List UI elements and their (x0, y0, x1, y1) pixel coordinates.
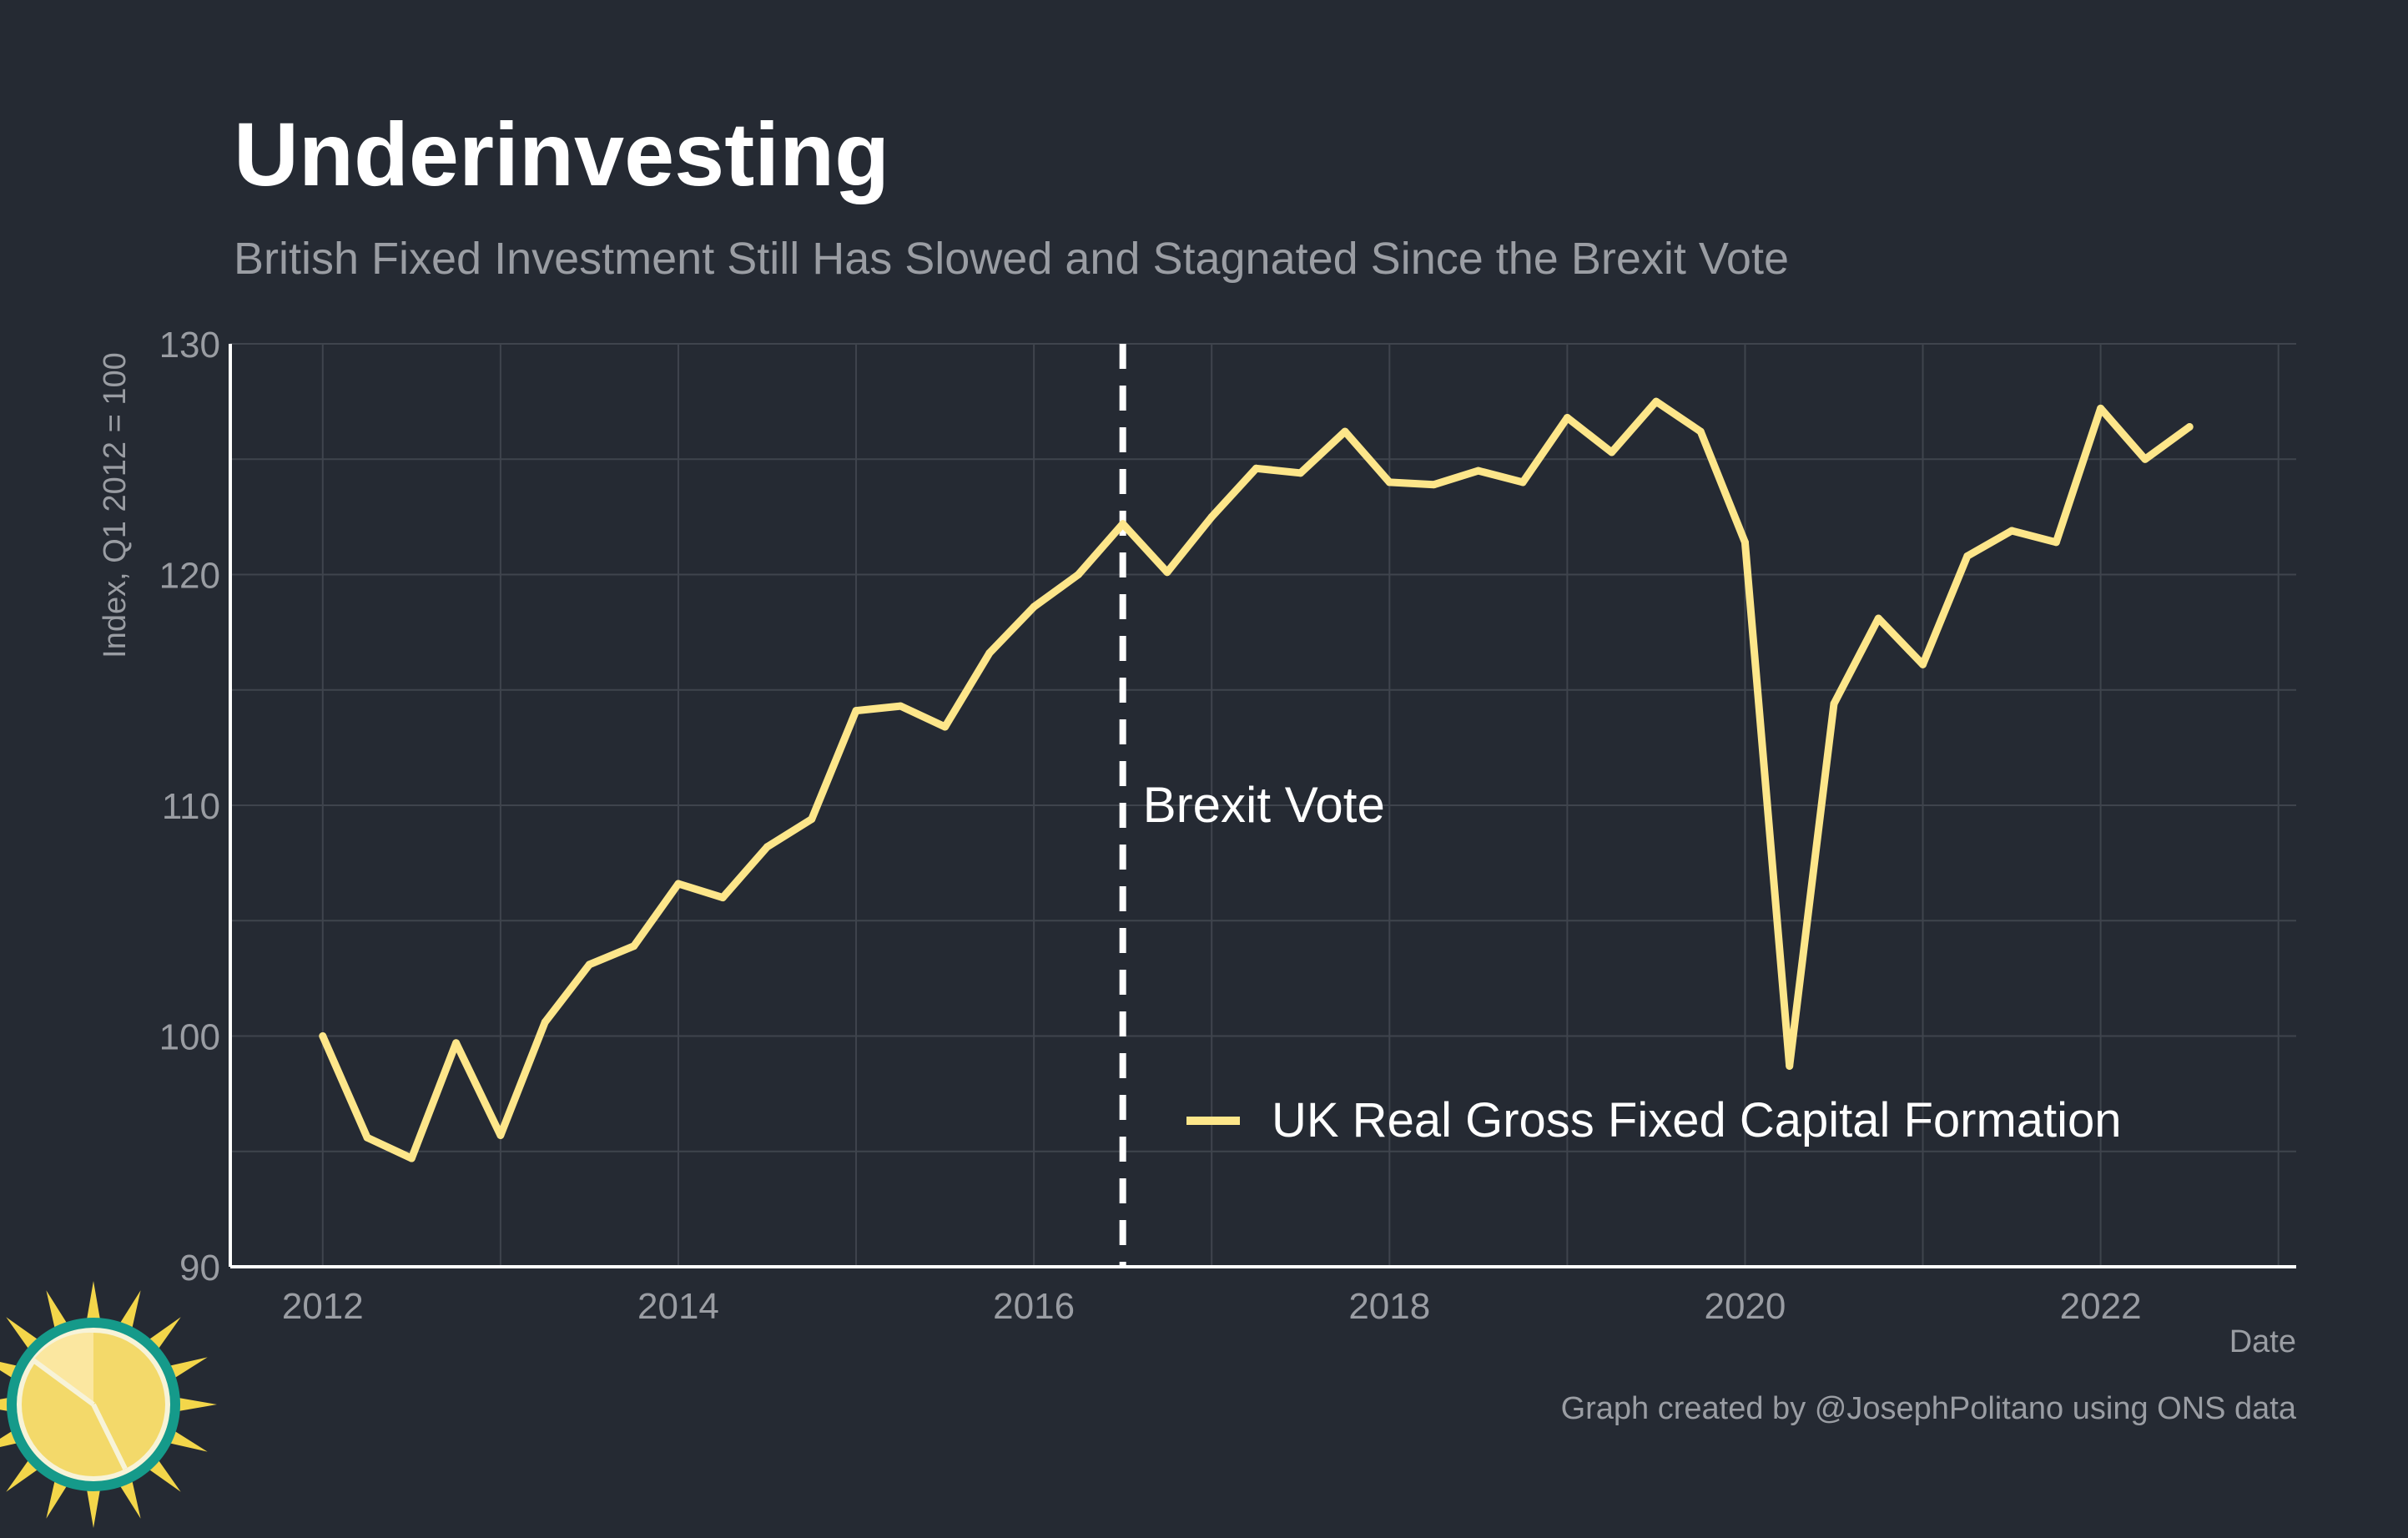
caption: Graph created by @JosephPolitano using O… (1561, 1391, 2297, 1426)
data-point (718, 894, 727, 902)
x-tick-label: 2018 (1348, 1286, 1430, 1327)
data-point (407, 1154, 416, 1162)
data-point (1519, 478, 1527, 487)
data-point (1696, 427, 1705, 436)
x-tick-label: 2014 (637, 1286, 719, 1327)
data-point (808, 815, 816, 824)
chart-subtitle: British Fixed Investment Still Has Slowe… (234, 234, 1789, 284)
chart-title: Underinvesting (234, 103, 889, 204)
logo-clock-hands (32, 1358, 128, 1470)
data-point (1030, 603, 1038, 611)
x-tick-label: 2022 (2060, 1286, 2142, 1327)
legend: UK Real Gross Fixed Capital Formation (1186, 1093, 2122, 1147)
y-tick-label: 100 (159, 1017, 220, 1058)
data-point (1074, 571, 1082, 578)
y-tick-label: 90 (179, 1248, 220, 1288)
data-point (1297, 469, 1305, 477)
legend-label: UK Real Gross Fixed Capital Formation (1272, 1093, 2122, 1147)
data-point (496, 1131, 505, 1139)
data-point (1652, 397, 1660, 406)
data-point (1119, 520, 1127, 528)
brexit-vote-label: Brexit Vote (1143, 777, 1385, 833)
data-point (985, 649, 994, 658)
data-point (1741, 538, 1749, 547)
data-point (1207, 512, 1216, 521)
data-point (1919, 660, 1927, 668)
data-point (2185, 423, 2194, 431)
data-point (1874, 614, 1882, 623)
y-axis-ticks: 90 100 110 120 130 (159, 325, 220, 1288)
data-point (1563, 413, 1571, 421)
x-tick-label: 2012 (282, 1286, 364, 1327)
x-axis-ticks: 2012 2014 2016 2018 2020 2022 (282, 1286, 2142, 1327)
data-point (1963, 552, 1972, 560)
data-point (585, 961, 593, 969)
data-point (363, 1133, 371, 1142)
x-axis-label: Date (2229, 1324, 2296, 1359)
data-points (319, 397, 2194, 1162)
data-point (452, 1039, 461, 1047)
data-point (319, 1032, 327, 1040)
data-point (1163, 568, 1171, 577)
y-axis-label: Index, Q1 2012 = 100 (98, 352, 133, 658)
y-tick-label: 110 (162, 786, 220, 827)
data-point (1786, 1061, 1794, 1070)
data-point (1430, 481, 1438, 489)
data-point (674, 880, 683, 888)
data-point (763, 843, 772, 851)
x-tick-label: 2020 (1705, 1286, 1786, 1327)
x-tick-label: 2016 (993, 1286, 1075, 1327)
data-point (1341, 427, 1349, 436)
data-point (1474, 466, 1483, 475)
data-point (630, 942, 638, 951)
data-point (1252, 464, 1260, 472)
data-point (896, 702, 904, 710)
data-point (1830, 699, 1838, 708)
y-tick-label: 120 (159, 556, 220, 597)
data-point (2141, 455, 2149, 463)
data-point (541, 1018, 549, 1026)
data-point (2097, 404, 2105, 412)
y-tick-label: 130 (159, 325, 220, 366)
gridlines (230, 343, 2296, 1268)
sun-clock-logo-icon (0, 1281, 217, 1528)
data-point (941, 723, 950, 731)
data-point (2008, 527, 2016, 535)
data-point (852, 707, 860, 715)
logo-face-highlight (33, 1332, 93, 1404)
data-point (1608, 448, 1616, 456)
data-point (1385, 478, 1393, 487)
data-point (2052, 538, 2060, 547)
